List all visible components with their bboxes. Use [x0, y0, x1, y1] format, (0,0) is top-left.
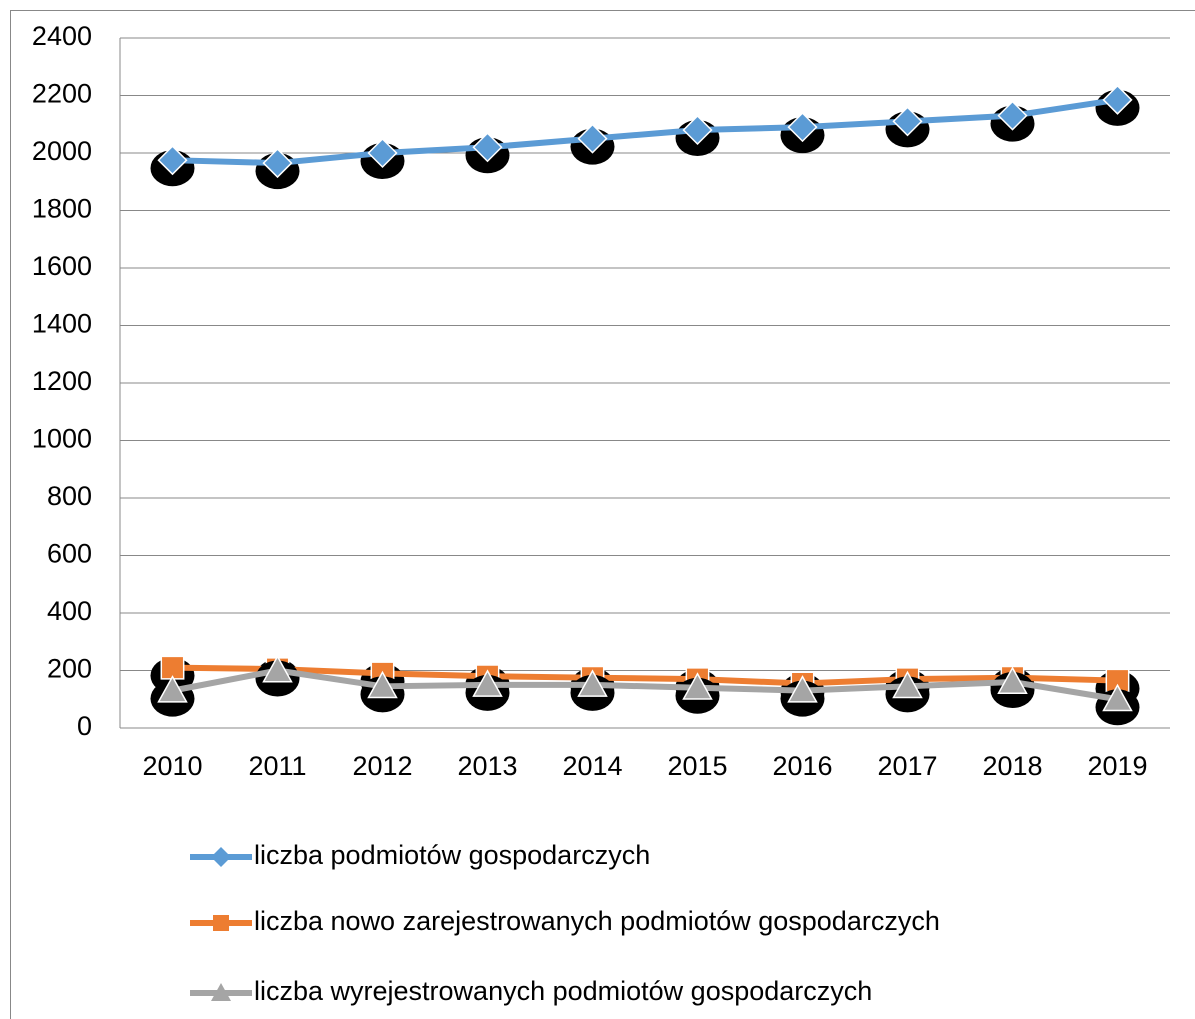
y-tick-label: 1400 — [32, 309, 92, 339]
x-tick-label: 2010 — [142, 751, 202, 781]
x-tick-label: 2016 — [772, 751, 832, 781]
legend-label: liczba nowo zarejestrowanych podmiotów g… — [254, 906, 940, 936]
marker — [892, 106, 923, 137]
marker — [160, 655, 185, 680]
marker — [1102, 84, 1133, 115]
marker — [997, 100, 1028, 131]
chart-frame — [10, 10, 1195, 1019]
marker — [787, 675, 818, 703]
marker — [262, 148, 293, 179]
y-tick-label: 600 — [47, 539, 92, 569]
marker — [367, 137, 398, 169]
marker — [157, 145, 188, 176]
marker — [157, 675, 188, 703]
marker — [892, 670, 923, 699]
line — [171, 667, 1118, 703]
marker — [577, 669, 608, 697]
series — [150, 654, 1140, 726]
y-tick-label: 2200 — [32, 79, 92, 109]
y-tick-label: 2000 — [32, 136, 92, 166]
y-tick-label: 1200 — [32, 366, 92, 396]
line — [172, 96, 1118, 167]
y-tick-label: 1800 — [32, 194, 92, 224]
marker — [211, 847, 231, 867]
series — [150, 84, 1140, 190]
marker — [472, 669, 503, 697]
y-tick-label: 400 — [47, 596, 92, 626]
x-tick-label: 2012 — [352, 751, 412, 781]
x-tick-label: 2019 — [1087, 751, 1147, 781]
marker — [472, 132, 503, 163]
marker — [682, 114, 713, 146]
y-tick-label: 1000 — [32, 424, 92, 454]
marker — [577, 123, 608, 154]
x-tick-label: 2011 — [248, 751, 306, 781]
y-tick-label: 800 — [47, 481, 92, 511]
marker — [787, 112, 818, 143]
y-tick-label: 2400 — [32, 21, 92, 51]
x-tick-label: 2014 — [562, 751, 622, 781]
y-tick-label: 200 — [47, 654, 92, 684]
x-tick-label: 2017 — [877, 751, 937, 781]
line — [172, 664, 1118, 687]
y-tick-label: 0 — [77, 711, 92, 741]
legend-label: liczba podmiotów gospodarczych — [254, 840, 650, 870]
marker — [682, 672, 713, 700]
marker — [262, 654, 293, 683]
legend-label: liczba wyrejestrowanych podmiotów gospod… — [254, 976, 872, 1006]
marker — [997, 666, 1028, 694]
marker — [213, 915, 229, 931]
marker — [367, 670, 398, 699]
y-tick-label: 1600 — [32, 251, 92, 281]
x-tick-label: 2018 — [982, 751, 1042, 781]
x-tick-label: 2013 — [457, 751, 517, 781]
marker — [211, 983, 231, 1001]
x-tick-label: 2015 — [667, 751, 727, 781]
marker — [1102, 683, 1133, 712]
